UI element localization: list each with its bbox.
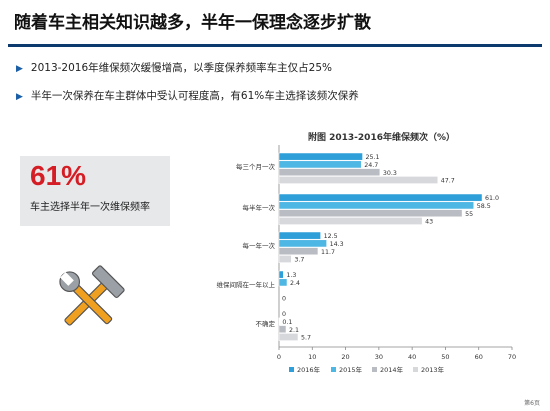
category-label: 每半年一次	[243, 203, 276, 212]
bar	[278, 217, 423, 225]
bar-value-label: 0	[282, 296, 286, 303]
title-underline	[8, 44, 542, 47]
bullet-text: 半年一次保养在车主群体中受认可程度高，有61%车主选择该频次保养	[30, 90, 359, 102]
bar-value-label: 61.0	[485, 195, 499, 202]
bar-value-label: 0	[282, 311, 286, 318]
callout-percentage: 61%	[30, 160, 87, 191]
bar	[278, 231, 321, 240]
bar-value-label: 43	[425, 219, 433, 226]
category-label: 维保间隔在一年以上	[217, 280, 276, 289]
bar	[278, 193, 483, 202]
bar	[278, 201, 474, 210]
legend-swatch	[289, 367, 294, 372]
bar-value-label: 25.1	[366, 154, 380, 161]
legend-label: 2015年	[339, 365, 363, 374]
bar-value-label: 0.1	[282, 319, 292, 326]
bar	[278, 255, 292, 263]
wrench-hammer-icon	[59, 265, 125, 326]
legend-label: 2013年	[421, 365, 445, 374]
category-label: 不确定	[256, 319, 276, 328]
callout-label: 车主选择半年一次维保频率	[30, 202, 150, 213]
bar-value-label: 1.3	[286, 272, 296, 279]
bar-value-label: 47.7	[441, 178, 455, 185]
x-tick-label: 0	[277, 353, 281, 361]
bar-value-label: 24.7	[364, 162, 378, 169]
bar	[278, 325, 287, 334]
bar	[278, 239, 327, 248]
bar-value-label: 58.5	[477, 203, 491, 210]
legend-swatch	[331, 367, 336, 372]
triangle-bullet-icon: ▶	[16, 64, 23, 74]
bar	[278, 176, 439, 184]
bar	[278, 209, 463, 218]
bar	[278, 168, 381, 177]
x-tick-label: 50	[441, 353, 449, 361]
page-number: 第6页	[524, 400, 540, 407]
bullet-item: ▶ 半年一次保养在车主群体中受认可程度高，有61%车主选择该频次保养	[16, 88, 359, 103]
highlight-callout: 61% 车主选择半年一次维保频率	[20, 156, 170, 226]
x-tick-label: 30	[375, 353, 383, 361]
bar-value-label: 2.1	[289, 327, 299, 334]
bullet-item: ▶ 2013-2016年维保频次缓慢增高，以季度保养频率车主仅占25%	[16, 60, 332, 75]
legend-label: 2014年	[380, 365, 404, 374]
x-tick-label: 10	[308, 353, 316, 361]
bar	[278, 270, 284, 279]
bar-value-label: 5.7	[301, 335, 311, 342]
triangle-bullet-icon: ▶	[16, 92, 23, 102]
bar-value-label: 2.4	[290, 280, 300, 287]
bar	[278, 152, 363, 161]
chart-title: 附图 2013-2016年维保频次（%）	[308, 133, 455, 143]
category-label: 每三个月一次	[236, 162, 276, 171]
bar-value-label: 12.5	[324, 233, 338, 240]
x-tick-label: 60	[475, 353, 483, 361]
x-tick-label: 20	[341, 353, 349, 361]
bar-value-label: 11.7	[321, 249, 335, 256]
bar	[278, 247, 319, 256]
bar-value-label: 30.3	[383, 170, 397, 177]
legend-label: 2016年	[297, 365, 321, 374]
legend-swatch	[413, 367, 418, 372]
legend-swatch	[372, 367, 377, 372]
bar-value-label: 14.3	[330, 241, 344, 248]
bar-value-label: 55	[465, 211, 473, 218]
slide-title: 随着车主相关知识越多，半年一保理念逐步扩散	[14, 13, 371, 33]
x-tick-label: 40	[408, 353, 416, 361]
bar	[278, 333, 299, 341]
x-tick-label: 70	[508, 353, 516, 361]
category-label: 每一年一次	[243, 241, 276, 250]
bar-value-label: 3.7	[294, 257, 304, 264]
bullet-text: 2013-2016年维保频次缓慢增高，以季度保养频率车主仅占25%	[30, 62, 332, 74]
bar	[278, 278, 288, 287]
bar	[278, 160, 362, 169]
